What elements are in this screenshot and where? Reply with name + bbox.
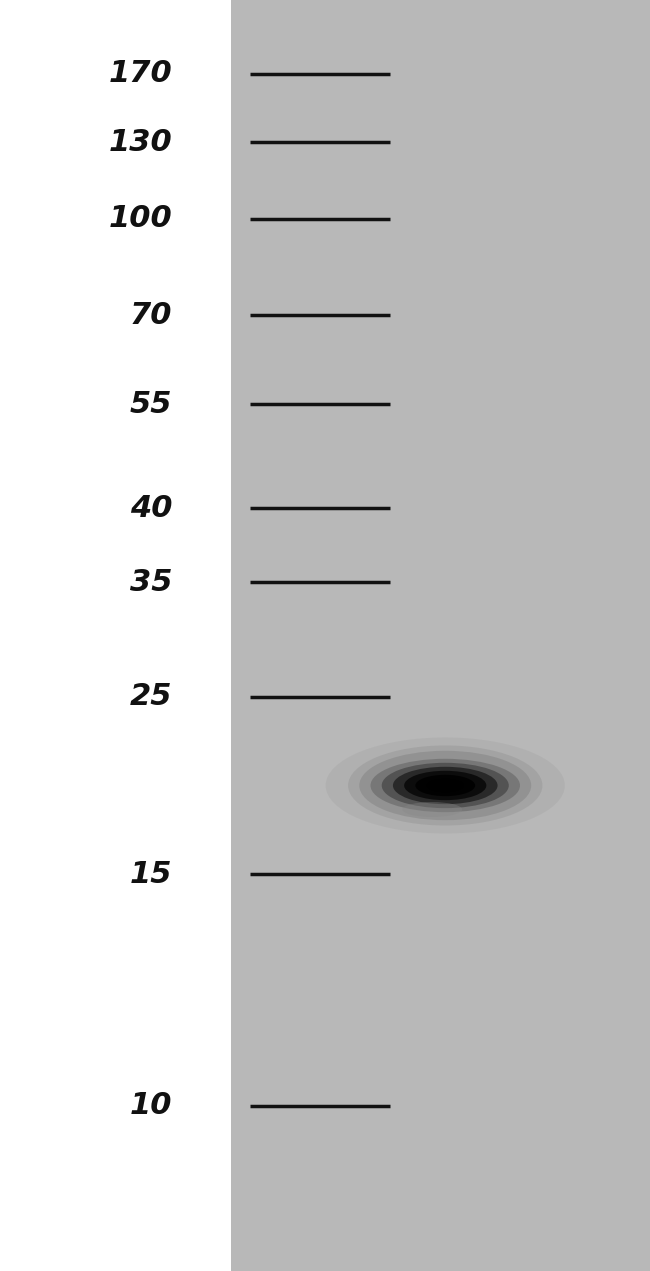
Ellipse shape bbox=[348, 745, 543, 826]
Ellipse shape bbox=[393, 766, 498, 805]
Ellipse shape bbox=[415, 775, 475, 796]
Text: 100: 100 bbox=[109, 205, 172, 233]
Text: 170: 170 bbox=[109, 60, 172, 88]
Bar bbox=[0, 0, 231, 1271]
Text: 55: 55 bbox=[130, 390, 172, 418]
Text: 15: 15 bbox=[130, 860, 172, 888]
Text: 10: 10 bbox=[130, 1092, 172, 1120]
Ellipse shape bbox=[404, 770, 486, 801]
Text: 70: 70 bbox=[130, 301, 172, 329]
Ellipse shape bbox=[370, 759, 520, 812]
Text: 40: 40 bbox=[130, 494, 172, 522]
Text: 25: 25 bbox=[130, 683, 172, 710]
Bar bbox=[231, 0, 650, 1271]
Ellipse shape bbox=[382, 763, 509, 808]
Text: 35: 35 bbox=[130, 568, 172, 596]
Ellipse shape bbox=[402, 802, 462, 817]
Text: 130: 130 bbox=[109, 128, 172, 156]
Ellipse shape bbox=[359, 751, 531, 820]
Ellipse shape bbox=[426, 779, 464, 792]
